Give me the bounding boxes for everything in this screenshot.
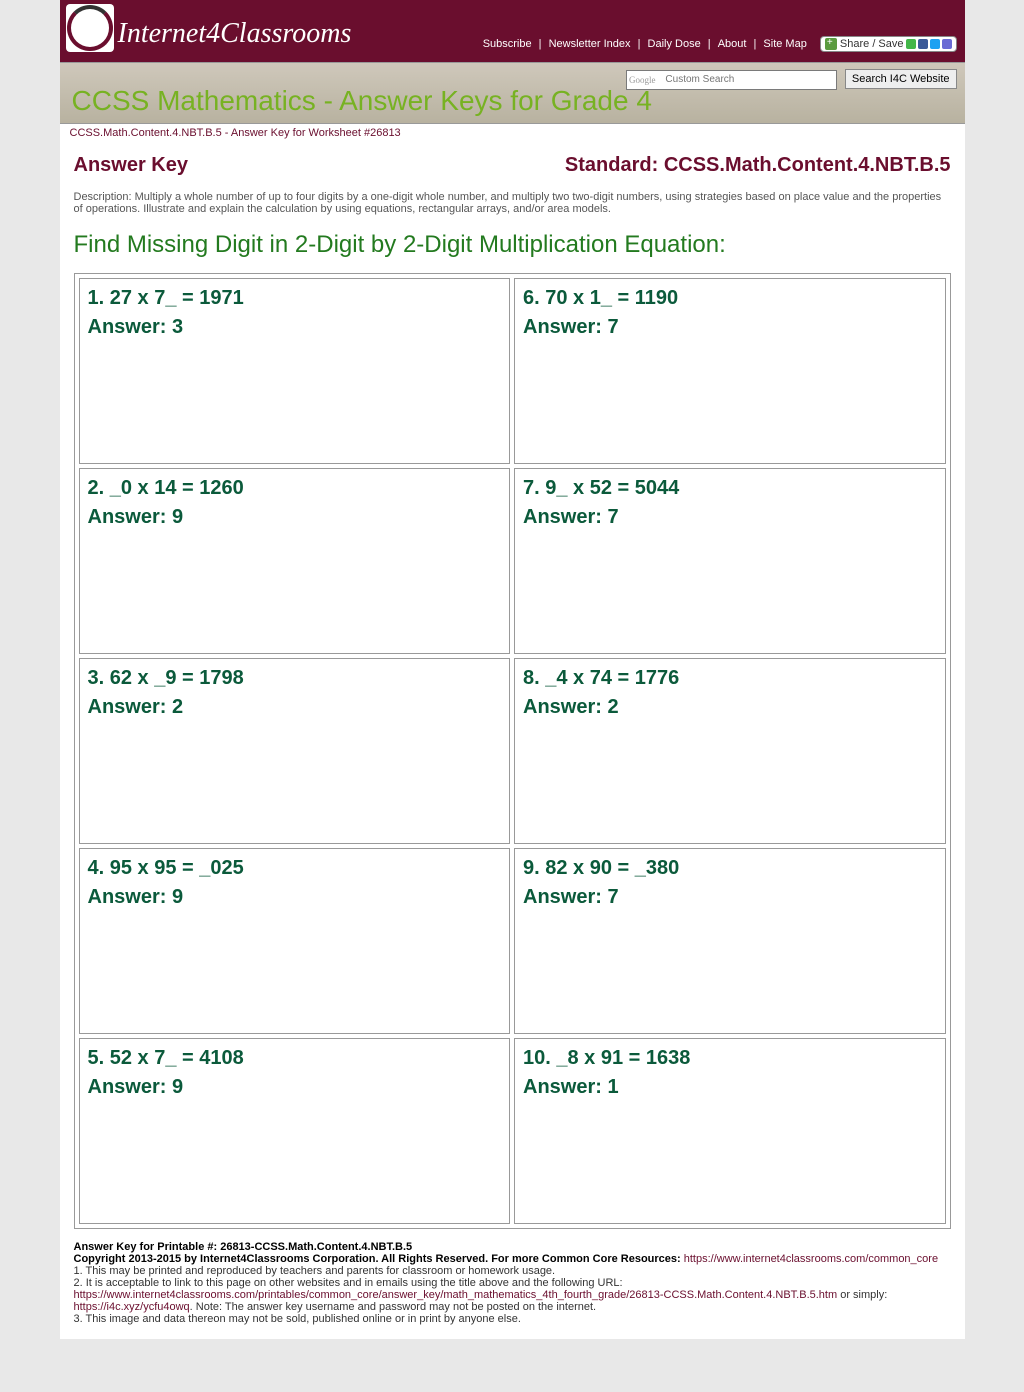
section-title: Find Missing Digit in 2-Digit by 2-Digit… [74,231,951,259]
question-cell: 6. 70 x 1_ = 1190Answer: 7 [514,278,946,464]
search-button[interactable]: Search I4C Website [845,69,957,89]
footer-link-commoncore[interactable]: https://www.internet4classrooms.com/comm… [684,1253,938,1265]
question-cell: 1. 27 x 7_ = 1971Answer: 3 [79,278,511,464]
question-cell: 3. 62 x _9 = 1798Answer: 2 [79,658,511,844]
question-cell: 4. 95 x 95 = _025Answer: 9 [79,848,511,1034]
top-nav: Subscribe | Newsletter Index | Daily Dos… [479,36,957,52]
question-cell: 5. 52 x 7_ = 4108Answer: 9 [79,1038,511,1224]
answer-key-heading: Answer Key [74,154,189,177]
nav-newsletter[interactable]: Newsletter Index [545,38,635,50]
logo-text: Internet4Classrooms [118,18,352,50]
question-cell: 8. _4 x 74 = 1776Answer: 2 [514,658,946,844]
search-bar: Search I4C Website [626,69,956,90]
nav-daily[interactable]: Daily Dose [644,38,705,50]
description-text: Description: Multiply a whole number of … [74,191,951,215]
question-cell: 7. 9_ x 52 = 5044Answer: 7 [514,468,946,654]
standard-heading: Standard: CCSS.Math.Content.4.NBT.B.5 [565,154,951,177]
footer-printable: Answer Key for Printable #: 26813-CCSS.M… [74,1241,951,1253]
share-icon [825,38,837,50]
banner: Search I4C Website CCSS Mathematics - An… [60,62,965,124]
footer-link-url2[interactable]: https://i4c.xyz/ycfu4owq [74,1301,190,1313]
footer: Answer Key for Printable #: 26813-CCSS.M… [60,1235,965,1339]
nav-sitemap[interactable]: Site Map [759,38,810,50]
nav-about[interactable]: About [714,38,751,50]
search-input[interactable] [626,70,837,90]
footer-link-url1[interactable]: https://www.internet4classrooms.com/prin… [74,1289,838,1301]
breadcrumb: CCSS.Math.Content.4.NBT.B.5 - Answer Key… [60,124,965,142]
question-cell: 2. _0 x 14 = 1260Answer: 9 [79,468,511,654]
header-bar: Internet4Classrooms Subscribe | Newslett… [60,0,965,62]
logo-icon [66,4,114,52]
question-cell: 9. 82 x 90 = _380Answer: 7 [514,848,946,1034]
nav-subscribe[interactable]: Subscribe [479,38,536,50]
questions-table: 1. 27 x 7_ = 1971Answer: 3 6. 70 x 1_ = … [74,273,951,1229]
share-button[interactable]: Share / Save [820,36,957,52]
question-cell: 10. _8 x 91 = 1638Answer: 1 [514,1038,946,1224]
